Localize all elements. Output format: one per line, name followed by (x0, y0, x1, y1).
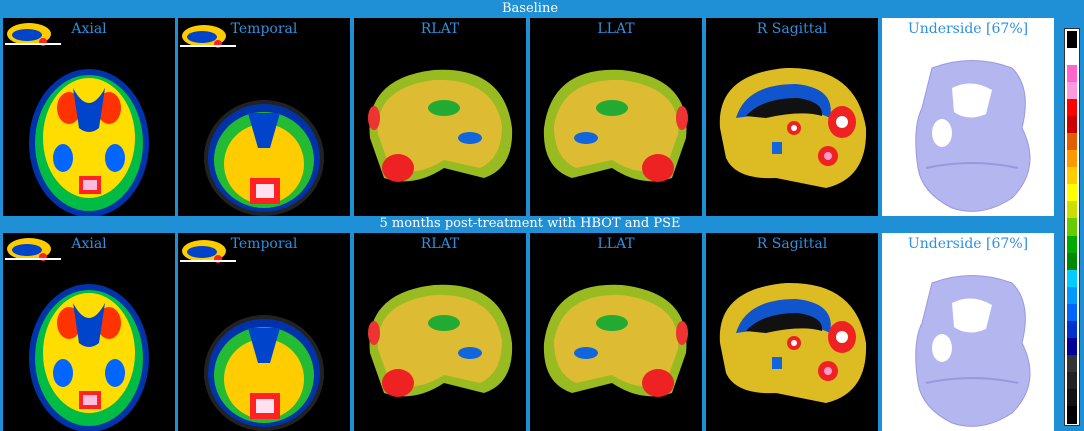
color-scale-swatch (1067, 31, 1077, 49)
brain-thumbnail-icon (5, 238, 61, 261)
color-scale-swatch (1067, 201, 1077, 220)
brain-thumbnail-icon (180, 240, 236, 263)
row-banner-post-treatment: 5 months post-treatment with HBOT and PS… (0, 216, 1060, 232)
brain-scan-image (719, 67, 867, 188)
panel-title: Temporal (230, 236, 298, 252)
brain-scan-image (368, 284, 513, 397)
panel-rlat-baseline: RLAT (354, 18, 526, 216)
panel-axial-post: Axial (3, 233, 175, 431)
panel-title: R Sagittal (756, 21, 828, 37)
panel-llat-baseline: LLAT (530, 18, 702, 216)
panel-title: Underside [67%] (907, 21, 1029, 37)
color-scale-swatch (1067, 99, 1077, 118)
color-scale-swatch (1067, 320, 1077, 339)
panel-title: RLAT (420, 21, 460, 37)
color-scale-swatch (1067, 269, 1077, 288)
brain-scan-image (5, 23, 149, 216)
color-scale-swatch (1067, 388, 1077, 407)
brain-scan-image (180, 25, 324, 216)
color-scale-swatch (1067, 133, 1077, 152)
color-scale-swatch (1067, 337, 1077, 356)
panel-temporal-post: Temporal (178, 233, 350, 431)
panel-title: LLAT (597, 236, 635, 252)
brain-thumbnail-icon (5, 23, 61, 46)
brain-scan-image (719, 282, 867, 403)
color-scale-swatch (1067, 405, 1077, 424)
row-banner-baseline: Baseline (0, 1, 1060, 17)
color-scale-swatch (1067, 184, 1077, 203)
color-scale-swatch (1067, 167, 1077, 186)
panel-title: RLAT (420, 236, 460, 252)
color-scale-swatch (1067, 150, 1077, 169)
color-scale-swatch (1067, 48, 1077, 67)
panel-underside-baseline: Underside [67%] (882, 18, 1054, 216)
color-scale-swatch (1067, 65, 1077, 84)
panel-temporal-baseline: Temporal (178, 18, 350, 216)
brain-scan-image (5, 238, 149, 431)
brain-scan-image (543, 69, 688, 182)
panel-title: R Sagittal (756, 236, 828, 252)
color-scale-swatch (1067, 116, 1077, 135)
brain-scan-image (180, 240, 324, 431)
color-scale-swatch (1067, 252, 1077, 271)
panel-title: Axial (71, 21, 107, 37)
color-scale-swatch (1067, 303, 1077, 322)
color-scale-swatch (1067, 218, 1077, 237)
panel-axial-baseline: Axial (3, 18, 175, 216)
brain-scan-image (368, 69, 513, 182)
panel-llat-post: LLAT (530, 233, 702, 431)
color-scale-swatch (1067, 286, 1077, 305)
brain-scan-image (543, 284, 688, 397)
brain-thumbnail-icon (180, 25, 236, 48)
panel-title: Temporal (230, 21, 298, 37)
color-scale-swatch (1067, 371, 1077, 390)
panel-title: LLAT (597, 21, 635, 37)
panel-title: Axial (71, 236, 107, 252)
brain-scan-image (915, 60, 1031, 212)
panel-rsagittal-baseline: R Sagittal (706, 18, 878, 216)
color-scale-swatch (1067, 354, 1077, 373)
panel-rsagittal-post: R Sagittal (706, 233, 878, 431)
panel-title: Underside [67%] (907, 236, 1029, 252)
panel-underside-post: Underside [67%] (882, 233, 1054, 431)
panel-rlat-post: RLAT (354, 233, 526, 431)
color-scale-bar (1064, 28, 1080, 426)
color-scale-swatch (1067, 235, 1077, 254)
color-scale-swatch (1067, 82, 1077, 101)
brain-scan-image (915, 275, 1031, 427)
